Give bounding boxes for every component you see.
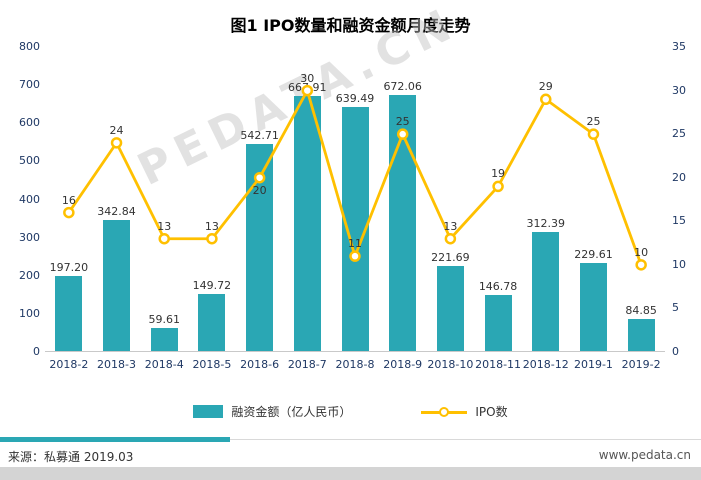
- x-tick-2019-2: 2019-2: [621, 358, 661, 371]
- line-marker-2018-5: [206, 232, 218, 245]
- bar-value-label: 639.49: [335, 92, 375, 106]
- line-value-label: 30: [300, 71, 315, 85]
- y-left-tick-600: 600: [19, 116, 40, 130]
- line-marker-2018-12: [540, 93, 552, 106]
- x-tick-2018-3: 2018-3: [97, 358, 137, 371]
- y-right-tick-15: 15: [672, 214, 686, 228]
- line-marker-2018-9: [396, 128, 409, 140]
- bar-2018-2: [55, 275, 83, 351]
- legend-item-line: IPO数: [421, 403, 508, 420]
- y-right-tick-0: 0: [672, 345, 679, 358]
- bottom-strip: [0, 467, 701, 480]
- footer: 来源：私募通 2019.03 www.pedata.cn: [0, 448, 701, 464]
- x-tick-2018-5: 2018-5: [192, 358, 232, 371]
- ipo-line-series: [63, 84, 647, 271]
- source-label: 来源：私募通 2019.03: [8, 450, 134, 464]
- line-value-label: 25: [586, 115, 601, 129]
- line-value-label: 20: [252, 183, 267, 197]
- y-right-tick-30: 30: [672, 83, 686, 97]
- x-tick-2018-12: 2018-12: [522, 358, 569, 371]
- bar-value-label: 146.78: [478, 280, 518, 294]
- y-left-tick-400: 400: [19, 192, 40, 206]
- line-marker-2018-3: [110, 137, 123, 149]
- y-left-tick-300: 300: [19, 230, 40, 244]
- legend: 融资金额（亿人民币） IPO数: [0, 403, 701, 420]
- legend-bar-label: 融资金额（亿人民币）: [231, 405, 352, 419]
- y-left-tick-500: 500: [19, 154, 40, 168]
- bar-2019-2: [627, 318, 655, 351]
- line-value-label: 16: [61, 193, 76, 207]
- line-value-label: 13: [443, 219, 458, 233]
- footer-divider: [0, 439, 701, 440]
- chart-title: 图1 IPO数量和融资金额月度走势: [230, 16, 471, 35]
- bar-value-label: 84.85: [625, 303, 657, 317]
- bar-2018-3: [103, 220, 131, 351]
- y-right-tick-20: 20: [672, 170, 686, 184]
- x-tick-2018-8: 2018-8: [335, 358, 375, 371]
- y-left-tick-100: 100: [19, 306, 40, 320]
- line-value-label: 29: [538, 80, 553, 94]
- line-marker-2018-7: [301, 84, 314, 97]
- bar-2018-5: [198, 293, 226, 351]
- bar-value-label: 342.84: [97, 205, 136, 219]
- bar-swatch-icon: [193, 405, 224, 418]
- bar-2018-7: [293, 96, 321, 351]
- y-left-tick-200: 200: [19, 268, 40, 282]
- footer-divider-accent: [0, 437, 230, 442]
- line-value-label: 13: [157, 219, 172, 233]
- y-left-tick-800: 800: [19, 40, 40, 53]
- y-right-tick-35: 35: [672, 40, 686, 53]
- bar-value-label: 221.69: [431, 251, 470, 265]
- bar-2018-4: [150, 328, 178, 351]
- line-value-label: 13: [204, 219, 219, 233]
- line-value-label: 25: [395, 115, 410, 129]
- line-swatch-icon: [421, 406, 468, 418]
- bar-value-label: 312.39: [526, 216, 566, 230]
- x-tick-2018-2: 2018-2: [49, 358, 89, 371]
- legend-line-label: IPO数: [475, 405, 508, 419]
- line-marker-2018-10: [444, 232, 457, 245]
- line-value-label: 19: [491, 167, 506, 181]
- bar-2018-12: [532, 231, 560, 351]
- bar-value-label: 542.71: [240, 129, 279, 143]
- line-marker-2019-2: [635, 259, 647, 271]
- bar-2019-1: [579, 263, 607, 351]
- x-tick-2018-4: 2018-4: [144, 358, 184, 371]
- line-value-label: 11: [348, 237, 362, 251]
- legend-item-bars: 融资金额（亿人民币）: [193, 403, 351, 420]
- line-value-label: 24: [109, 123, 124, 137]
- line-marker-2018-6: [253, 171, 266, 184]
- y-right-tick-5: 5: [672, 301, 679, 315]
- x-tick-2018-7: 2018-7: [287, 358, 327, 371]
- bar-value-label: 229.61: [574, 248, 613, 262]
- y-left-tick-700: 700: [19, 78, 40, 92]
- bar-2018-11: [484, 295, 512, 351]
- x-tick-2018-6: 2018-6: [240, 358, 280, 371]
- x-tick-2018-11: 2018-11: [475, 358, 522, 371]
- bar-2018-10: [436, 266, 464, 351]
- line-value-label: 10: [634, 245, 649, 259]
- x-tick-2019-1: 2019-1: [573, 358, 613, 371]
- line-marker-2018-8: [349, 250, 361, 262]
- x-tick-2018-10: 2018-10: [427, 358, 474, 371]
- plot-area: 197.20342.8459.61149.72542.71667.91639.4…: [45, 47, 665, 352]
- line-marker-2019-1: [587, 128, 600, 140]
- line-marker-2018-4: [158, 232, 170, 245]
- bar-value-label: 672.06: [383, 79, 422, 93]
- line-marker-2018-11: [492, 180, 504, 193]
- y-right-tick-10: 10: [672, 257, 686, 271]
- bar-value-label: 59.61: [148, 313, 180, 327]
- x-tick-2018-9: 2018-9: [383, 358, 423, 371]
- line-marker-2018-2: [63, 206, 75, 219]
- bar-value-label: 197.20: [49, 260, 89, 274]
- site-link[interactable]: www.pedata.cn: [598, 448, 691, 462]
- y-right-tick-25: 25: [672, 127, 686, 141]
- y-left-tick-0: 0: [33, 345, 40, 358]
- bar-value-label: 149.72: [192, 278, 232, 292]
